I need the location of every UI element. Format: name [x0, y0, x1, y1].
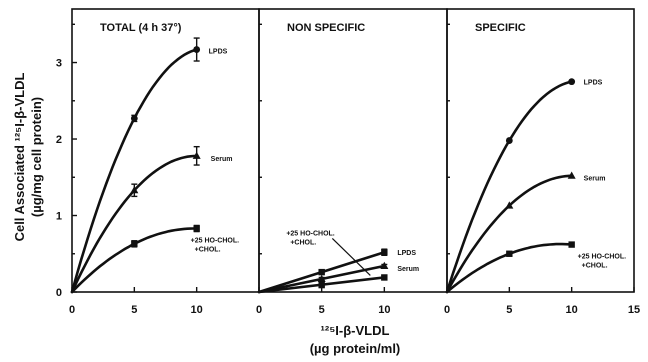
series-label-nonspecific-0: LPDS [397, 250, 416, 257]
y-tick-label-total: 2 [56, 134, 62, 146]
x-tick-label-specific: 5 [506, 304, 512, 316]
x-tick-label-nonspecific: 5 [319, 304, 325, 316]
x-axis-title-line2: (µg protein/ml) [310, 341, 401, 356]
panel-title-nonspecific: NON SPECIFIC [287, 22, 365, 34]
series-label-total-1: Serum [211, 156, 233, 163]
data-point-specific-1 [505, 201, 514, 209]
series-label-nonspecific-2: +25 HO-CHOL. [286, 230, 334, 237]
x-tick-label-specific: 10 [566, 304, 578, 316]
y-axis-title-line1: Cell Associated ¹²⁵I-β-VLDL [12, 73, 27, 242]
series-specific-0: LPDS [445, 78, 603, 294]
series-line-total-2 [70, 227, 198, 294]
x-tick-label-specific: 0 [444, 304, 450, 316]
data-point-total-2 [131, 240, 138, 248]
series-specific-2: +25 HO-CHOL. +CHOL. [445, 241, 626, 294]
series-label-total-0: LPDS [209, 49, 228, 56]
data-point-total-0 [130, 114, 138, 122]
y-tick-label-total: 3 [56, 58, 62, 70]
series-label-total-2: +CHOL. [195, 247, 221, 254]
series-label-nonspecific-2: +CHOL. [290, 239, 316, 246]
series-nonspecific-0: LPDS [257, 248, 416, 294]
data-point-total-1 [192, 151, 201, 159]
series-label-nonspecific-1: Serum [397, 266, 419, 273]
data-point-total-1 [130, 186, 139, 194]
data-point-specific-0 [568, 78, 576, 86]
x-tick-label-total: 5 [131, 304, 137, 316]
data-point-nonspecific-2 [381, 274, 388, 281]
panel-title-total: TOTAL (4 h 37°) [100, 22, 182, 34]
y-axis-title: Cell Associated ¹²⁵I-β-VLDL (µg/mg cell … [12, 73, 44, 242]
x-tick-label-nonspecific: 10 [378, 304, 390, 316]
panels: TOTAL (4 h 37°) 0 5 10 0 1 2 3 LPDS Serum +25 HO-C… [56, 8, 640, 316]
series-label-total-2: +25 HO-CHOL. [191, 238, 239, 245]
series-label-specific-0: LPDS [584, 80, 603, 87]
series-line-total-1 [70, 154, 198, 294]
series-specific-1: Serum [445, 171, 606, 294]
data-point-specific-0 [505, 137, 513, 144]
data-point-nonspecific-0 [381, 249, 388, 256]
series-nonspecific-1: Serum [257, 261, 419, 294]
label-pointer-nonspecific [331, 238, 371, 276]
panel-nonspecific: NON SPECIFIC 0 5 10 LPDS Serum +25 HO-CHOL. +CH… [256, 8, 448, 316]
panel-frame-specific [446, 8, 635, 293]
panel-frame-nonspecific [258, 8, 448, 293]
data-point-specific-2 [568, 241, 575, 248]
series-label-specific-1: Serum [584, 176, 606, 183]
series-nonspecific-2: +25 HO-CHOL. +CHOL. [257, 230, 388, 294]
data-point-nonspecific-0 [318, 268, 325, 276]
panel-total: TOTAL (4 h 37°) 0 5 10 0 1 2 3 LPDS Serum +25 HO-C… [56, 8, 260, 316]
series-label-specific-2: +CHOL. [582, 263, 608, 270]
x-tick-label-nonspecific: 0 [256, 304, 262, 316]
x-axis-title-line1: ¹²⁵I-β-VLDL [321, 323, 390, 338]
panel-frame-total [71, 8, 260, 293]
series-label-specific-2: +25 HO-CHOL. [578, 254, 626, 261]
x-tick-label-total: 10 [191, 304, 203, 316]
y-tick-label-total: 1 [56, 211, 62, 223]
x-tick-label-total: 0 [69, 304, 75, 316]
data-point-nonspecific-1 [380, 261, 389, 269]
y-axis-title-line2: (µg/mg cell protein) [29, 97, 44, 217]
data-point-nonspecific-1 [317, 274, 326, 282]
series-total-0: LPDS [70, 37, 228, 294]
x-tick-label-specific: 15 [628, 304, 640, 316]
data-point-total-0 [193, 46, 201, 53]
data-point-specific-2 [506, 250, 513, 257]
panel-title-specific: SPECIFIC [475, 22, 526, 34]
series-total-2: +25 HO-CHOL. +CHOL. [70, 224, 239, 294]
y-tick-label-total: 0 [56, 287, 62, 299]
data-point-total-2 [193, 225, 200, 232]
data-point-specific-1 [567, 171, 576, 179]
panel-specific: SPECIFIC 0 5 10 15 LPDS Serum +25 HO-CHOL. +CHOL… [444, 8, 640, 316]
series-total-1: Serum [70, 145, 233, 294]
data-point-nonspecific-2 [318, 281, 325, 289]
